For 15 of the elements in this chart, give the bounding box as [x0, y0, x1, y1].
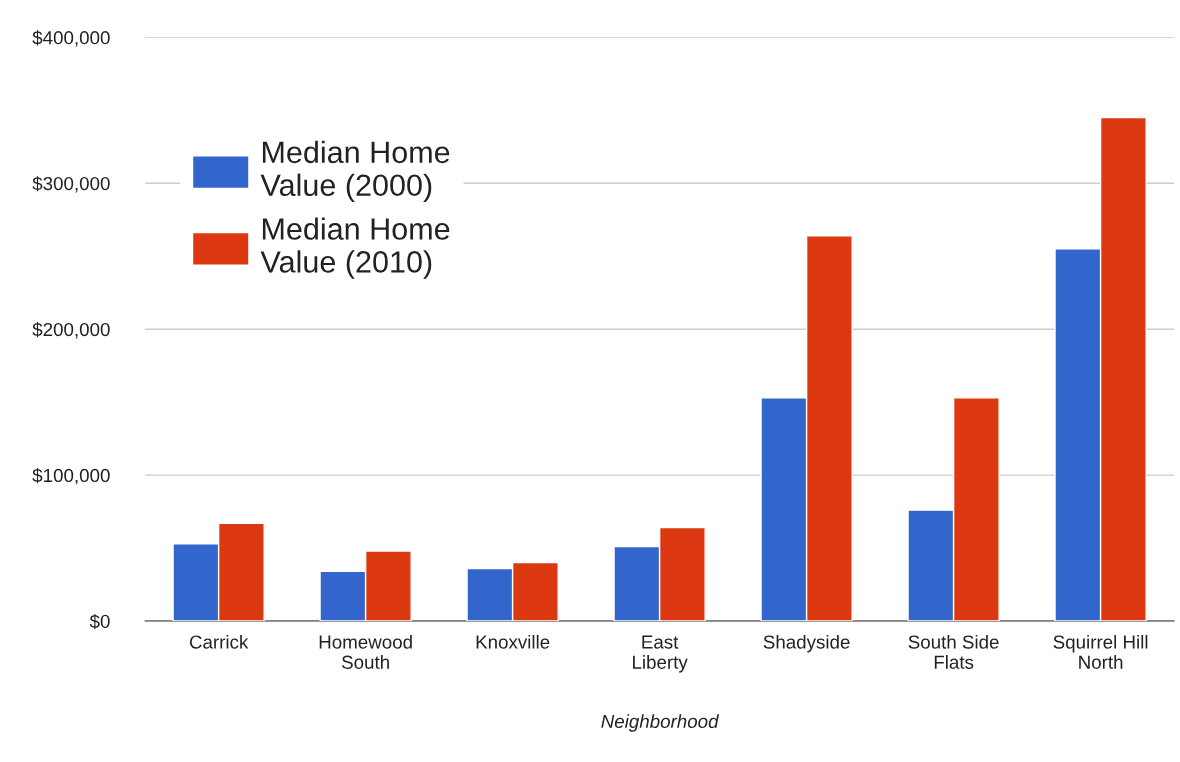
x-tick-label: Knoxville	[476, 634, 550, 649]
x-tick-label: Carrick	[189, 634, 249, 649]
x-axis-title: Neighborhood	[601, 714, 720, 732]
y-tick-label: $0	[89, 613, 110, 630]
y-tick-label: $200,000	[32, 322, 110, 339]
x-tick-label: Squirrel Hill North	[1053, 634, 1148, 669]
x-tick-label: East Liberty	[633, 635, 688, 673]
y-tick-label: $100,000	[32, 468, 110, 485]
x-tick-label: Homewood South	[319, 634, 412, 669]
legend-label: Median Home Value (2010)	[260, 217, 450, 279]
x-tick-label: Shadyside	[763, 634, 850, 653]
legend-label: Median Home Value (2000)	[260, 140, 450, 203]
x-tick-label: South Side Flats	[908, 634, 999, 669]
y-tick-label: $400,000	[32, 30, 110, 47]
y-tick-label: $300,000	[32, 176, 110, 193]
